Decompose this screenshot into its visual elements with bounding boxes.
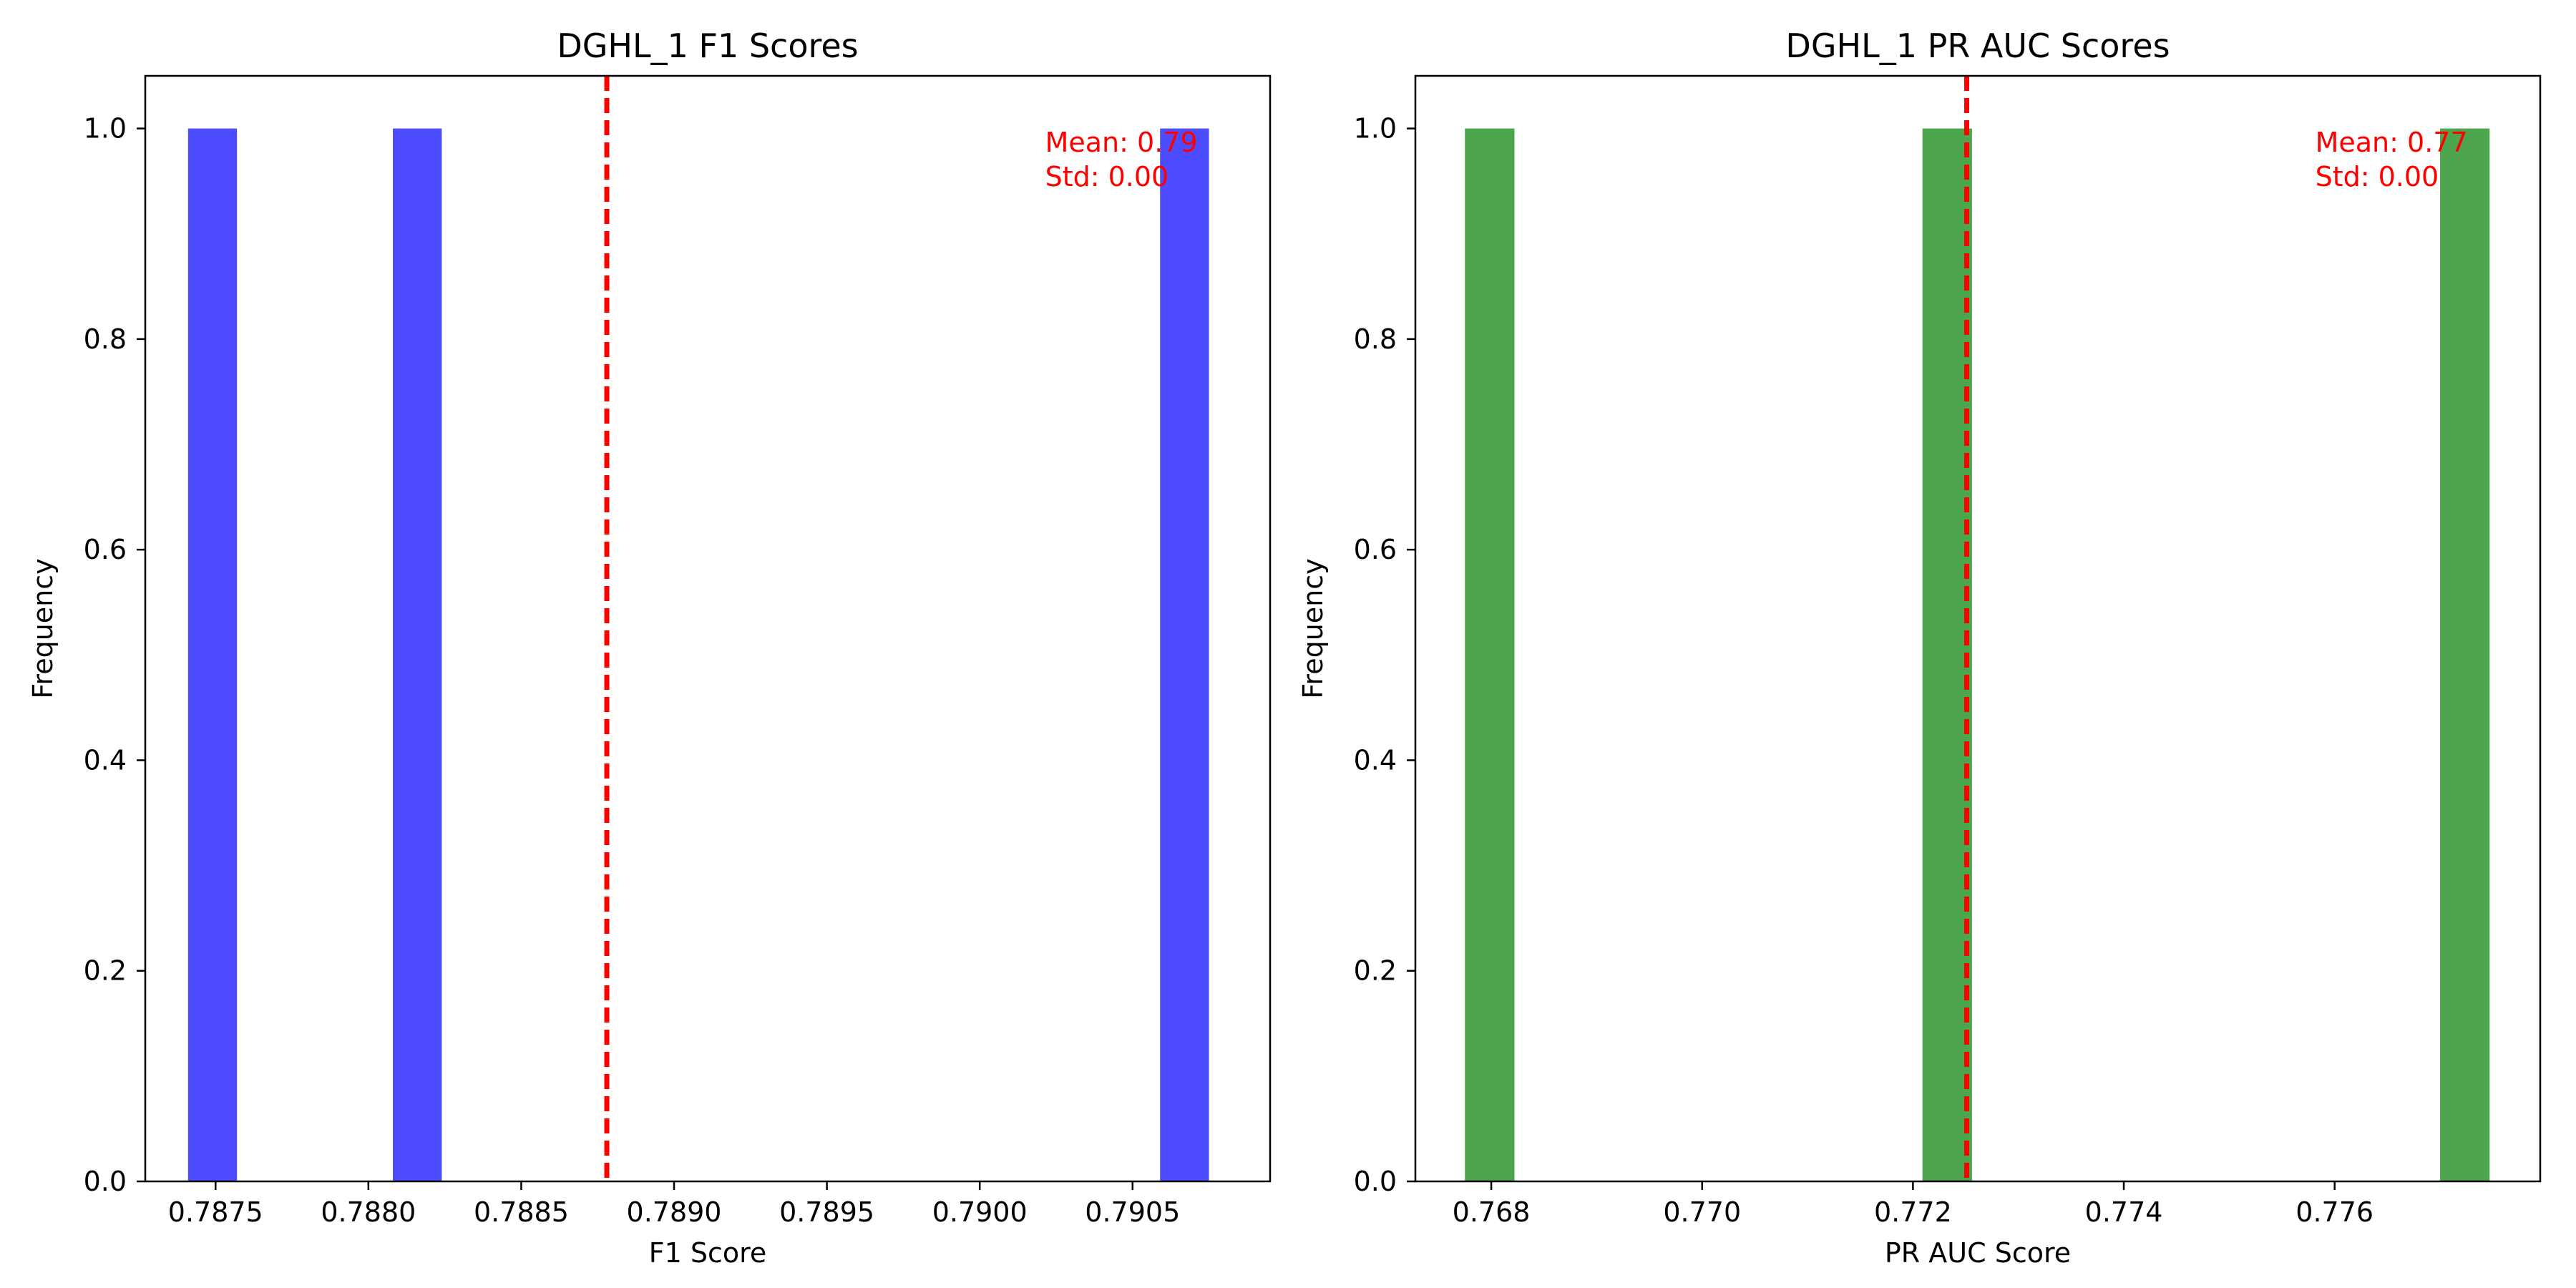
histogram-bar bbox=[1465, 128, 1515, 1182]
chart-title: DGHL_1 F1 Scores bbox=[557, 26, 858, 65]
histogram-bar bbox=[1922, 128, 1972, 1182]
y-tick-label: 0.6 bbox=[84, 534, 127, 565]
x-tick-label: 0.7905 bbox=[1085, 1196, 1180, 1228]
x-tick-label: 0.7885 bbox=[474, 1196, 569, 1228]
x-tick-label: 0.774 bbox=[2085, 1196, 2163, 1228]
y-tick-label: 0.6 bbox=[1354, 534, 1397, 565]
x-tick-label: 0.768 bbox=[1453, 1196, 1531, 1228]
y-tick-label: 1.0 bbox=[84, 113, 127, 145]
std-annotation: Std: 0.00 bbox=[2316, 161, 2439, 192]
x-tick-label: 0.772 bbox=[1874, 1196, 1952, 1228]
plot-area-frame bbox=[1414, 74, 2542, 1183]
x-axis-label: PR AUC Score bbox=[1885, 1237, 2071, 1269]
chart-panel-1: 0.7875 0.7880 0.7885 0.7890 0.7895 0.7900 0.79… bbox=[27, 26, 1272, 1269]
x-axis-label: F1 Score bbox=[649, 1237, 767, 1269]
chart-panel-2: 0.768 0.770 0.772 0.774 0.776 0.0 0.2 0.4 0.6 0.8… bbox=[1297, 26, 2542, 1269]
y-tick-label: 0.8 bbox=[1354, 323, 1397, 355]
y-tick-label: 0.4 bbox=[84, 744, 127, 776]
y-tick-label: 1.0 bbox=[1354, 113, 1397, 145]
std-annotation: Std: 0.00 bbox=[1045, 161, 1169, 192]
chart-title: DGHL_1 PR AUC Scores bbox=[1785, 26, 2170, 65]
y-axis-label: Frequency bbox=[1297, 558, 1329, 698]
histogram-bar bbox=[1160, 128, 1209, 1182]
x-tick-label: 0.770 bbox=[1663, 1196, 1741, 1228]
x-tick-label: 0.7880 bbox=[321, 1196, 416, 1228]
y-tick-label: 0.8 bbox=[84, 323, 127, 355]
y-tick-label: 0.2 bbox=[1354, 955, 1397, 987]
y-axis-label: Frequency bbox=[27, 558, 59, 698]
histogram-bar bbox=[393, 128, 442, 1182]
x-tick-label: 0.776 bbox=[2296, 1196, 2373, 1228]
y-tick-label: 0.0 bbox=[1354, 1166, 1397, 1197]
y-tick-label: 0.2 bbox=[84, 955, 127, 987]
histogram-bar bbox=[187, 128, 238, 1182]
plot-area-frame bbox=[144, 74, 1272, 1183]
x-tick-label: 0.7875 bbox=[168, 1196, 263, 1228]
x-tick-label: 0.7900 bbox=[932, 1196, 1028, 1228]
x-tick-label: 0.7895 bbox=[779, 1196, 874, 1228]
y-tick-label: 0.4 bbox=[1354, 744, 1397, 776]
mean-annotation: Mean: 0.77 bbox=[2316, 127, 2468, 158]
mean-annotation: Mean: 0.79 bbox=[1045, 127, 1198, 158]
x-tick-label: 0.7890 bbox=[627, 1196, 722, 1228]
y-tick-label: 0.0 bbox=[84, 1166, 127, 1197]
histogram-bar bbox=[2440, 128, 2490, 1182]
